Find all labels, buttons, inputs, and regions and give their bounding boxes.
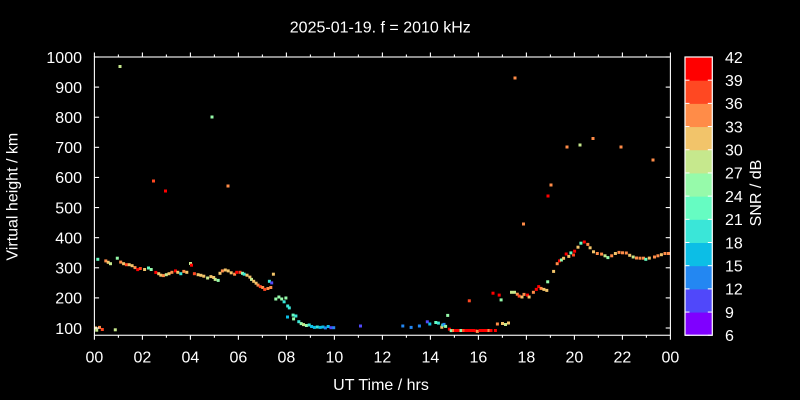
svg-text:SNR / dB: SNR / dB <box>748 160 765 227</box>
svg-text:04: 04 <box>182 350 200 367</box>
svg-text:18: 18 <box>518 350 536 367</box>
svg-text:33: 33 <box>725 119 743 136</box>
svg-text:1000: 1000 <box>46 50 82 67</box>
svg-text:Virtual height / km: Virtual height / km <box>5 133 22 261</box>
svg-text:39: 39 <box>725 73 743 90</box>
svg-text:700: 700 <box>55 140 82 157</box>
svg-text:08: 08 <box>278 350 296 367</box>
svg-text:24: 24 <box>725 189 743 206</box>
svg-text:16: 16 <box>470 350 488 367</box>
svg-text:06: 06 <box>230 350 248 367</box>
svg-text:10: 10 <box>326 350 344 367</box>
svg-text:18: 18 <box>725 235 743 252</box>
svg-text:12: 12 <box>725 282 743 299</box>
svg-text:100: 100 <box>55 321 82 338</box>
svg-text:42: 42 <box>725 50 743 67</box>
svg-text:800: 800 <box>55 110 82 127</box>
svg-text:20: 20 <box>566 350 584 367</box>
svg-text:UT Time / hrs: UT Time / hrs <box>333 377 429 394</box>
svg-text:6: 6 <box>725 328 734 345</box>
svg-text:14: 14 <box>422 350 440 367</box>
svg-text:02: 02 <box>134 350 152 367</box>
svg-text:600: 600 <box>55 170 82 187</box>
svg-text:9: 9 <box>725 305 734 322</box>
svg-text:12: 12 <box>374 350 392 367</box>
svg-text:300: 300 <box>55 261 82 278</box>
svg-text:21: 21 <box>725 212 743 229</box>
svg-text:30: 30 <box>725 143 743 160</box>
svg-text:200: 200 <box>55 291 82 308</box>
svg-text:15: 15 <box>725 259 743 276</box>
svg-text:400: 400 <box>55 231 82 248</box>
svg-text:500: 500 <box>55 200 82 217</box>
svg-text:2025-01-19. f = 2010 kHz: 2025-01-19. f = 2010 kHz <box>290 20 471 37</box>
svg-text:900: 900 <box>55 80 82 97</box>
svg-text:22: 22 <box>614 350 632 367</box>
svg-text:36: 36 <box>725 96 743 113</box>
svg-text:00: 00 <box>662 350 680 367</box>
svg-text:00: 00 <box>86 350 104 367</box>
svg-text:27: 27 <box>725 166 743 183</box>
